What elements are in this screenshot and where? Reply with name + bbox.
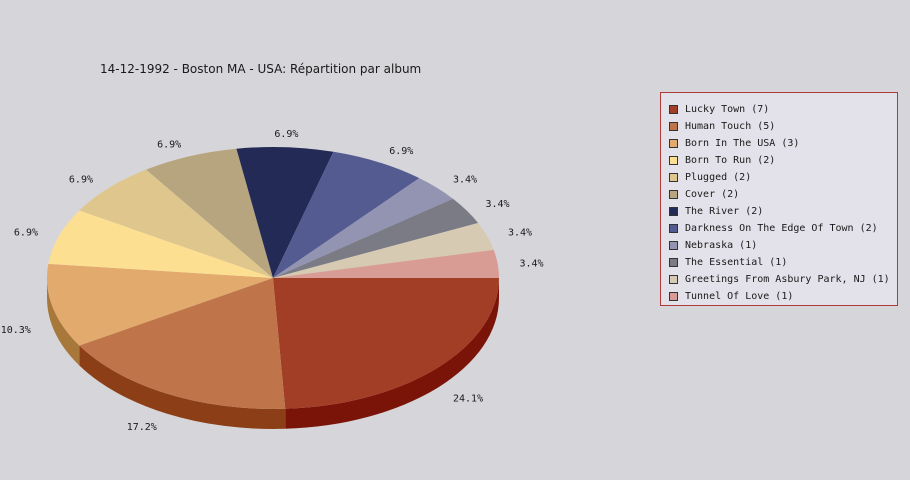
slice-label-11: 3.4% [520,258,544,269]
legend-item: Human Touch (5) [669,118,897,135]
slice-label-10: 3.4% [508,228,532,239]
legend-swatch [669,241,678,250]
pie-side-1 [79,345,286,430]
legend-swatch [669,190,678,199]
legend-swatch [669,156,678,165]
legend-item: Darkness On The Edge Of Town (2) [669,220,897,237]
legend-item: Born To Run (2) [669,152,897,169]
legend-item: Greetings From Asbury Park, NJ (1) [669,271,897,288]
pie-slice-11 [273,249,499,278]
pie-slice-7 [273,151,420,278]
pie-slice-2 [47,263,274,346]
legend-label: Cover (2) [685,189,740,200]
legend-item: Plugged (2) [669,169,897,186]
pie-slice-10 [273,222,494,278]
legend-swatch [669,258,678,267]
slice-label-8: 3.4% [453,174,477,185]
pie-slice-6 [236,146,334,278]
legend-label: Darkness On The Edge Of Town (2) [685,223,878,234]
slice-label-5: 6.9% [157,139,181,150]
legend: Lucky Town (7) Human Touch (5) Born In The… [660,92,898,306]
legend-label: Lucky Town (7) [685,104,770,115]
legend-swatch [669,207,678,216]
legend-label: Born To Run (2) [685,155,776,166]
slice-label-0: 24.1% [453,394,483,405]
legend-item: Nebraska (1) [669,237,897,254]
legend-swatch [669,139,678,148]
legend-swatch [669,292,678,301]
legend-label: The River (2) [685,206,764,217]
legend-item: Tunnel Of Love (1) [669,288,897,305]
slice-label-9: 3.4% [486,199,510,210]
legend-label: Tunnel Of Love (1) [685,291,794,302]
slice-label-1: 17.2% [127,422,157,433]
slice-label-6: 6.9% [274,129,298,140]
legend-label: Nebraska (1) [685,240,758,251]
legend-label: Human Touch (5) [685,121,776,132]
pie-side-0 [285,278,499,429]
legend-item: The Essential (1) [669,254,897,271]
chart-title: 14-12-1992 - Boston MA - USA: Répartitio… [100,62,422,76]
legend-swatch [669,173,678,182]
legend-label: Greetings From Asbury Park, NJ (1) [685,274,890,285]
pie-slice-3 [48,210,273,278]
pie-slice-8 [273,178,453,278]
legend-label: The Essential (1) [685,257,788,268]
legend-swatch [669,122,678,131]
legend-item: Cover (2) [669,186,897,203]
pie-side-2 [47,278,80,366]
legend-swatch [669,224,678,233]
slice-label-7: 6.9% [389,146,413,157]
legend-label: Born In The USA (3) [685,138,800,149]
legend-swatch [669,275,678,284]
legend-item: The River (2) [669,203,897,220]
pie-slice-5 [146,148,273,278]
slice-label-4: 6.9% [69,174,93,185]
pie-slice-4 [79,169,273,278]
slice-label-3: 6.9% [14,228,38,239]
legend-label: Plugged (2) [685,172,752,183]
pie-slice-1 [79,278,286,410]
pie-slice-9 [273,198,479,278]
slice-label-2: 10.3% [1,325,31,336]
legend-swatch [669,105,678,114]
pie-slice-0 [273,278,499,409]
legend-item: Born In The USA (3) [669,135,897,152]
legend-item: Lucky Town (7) [669,101,897,118]
